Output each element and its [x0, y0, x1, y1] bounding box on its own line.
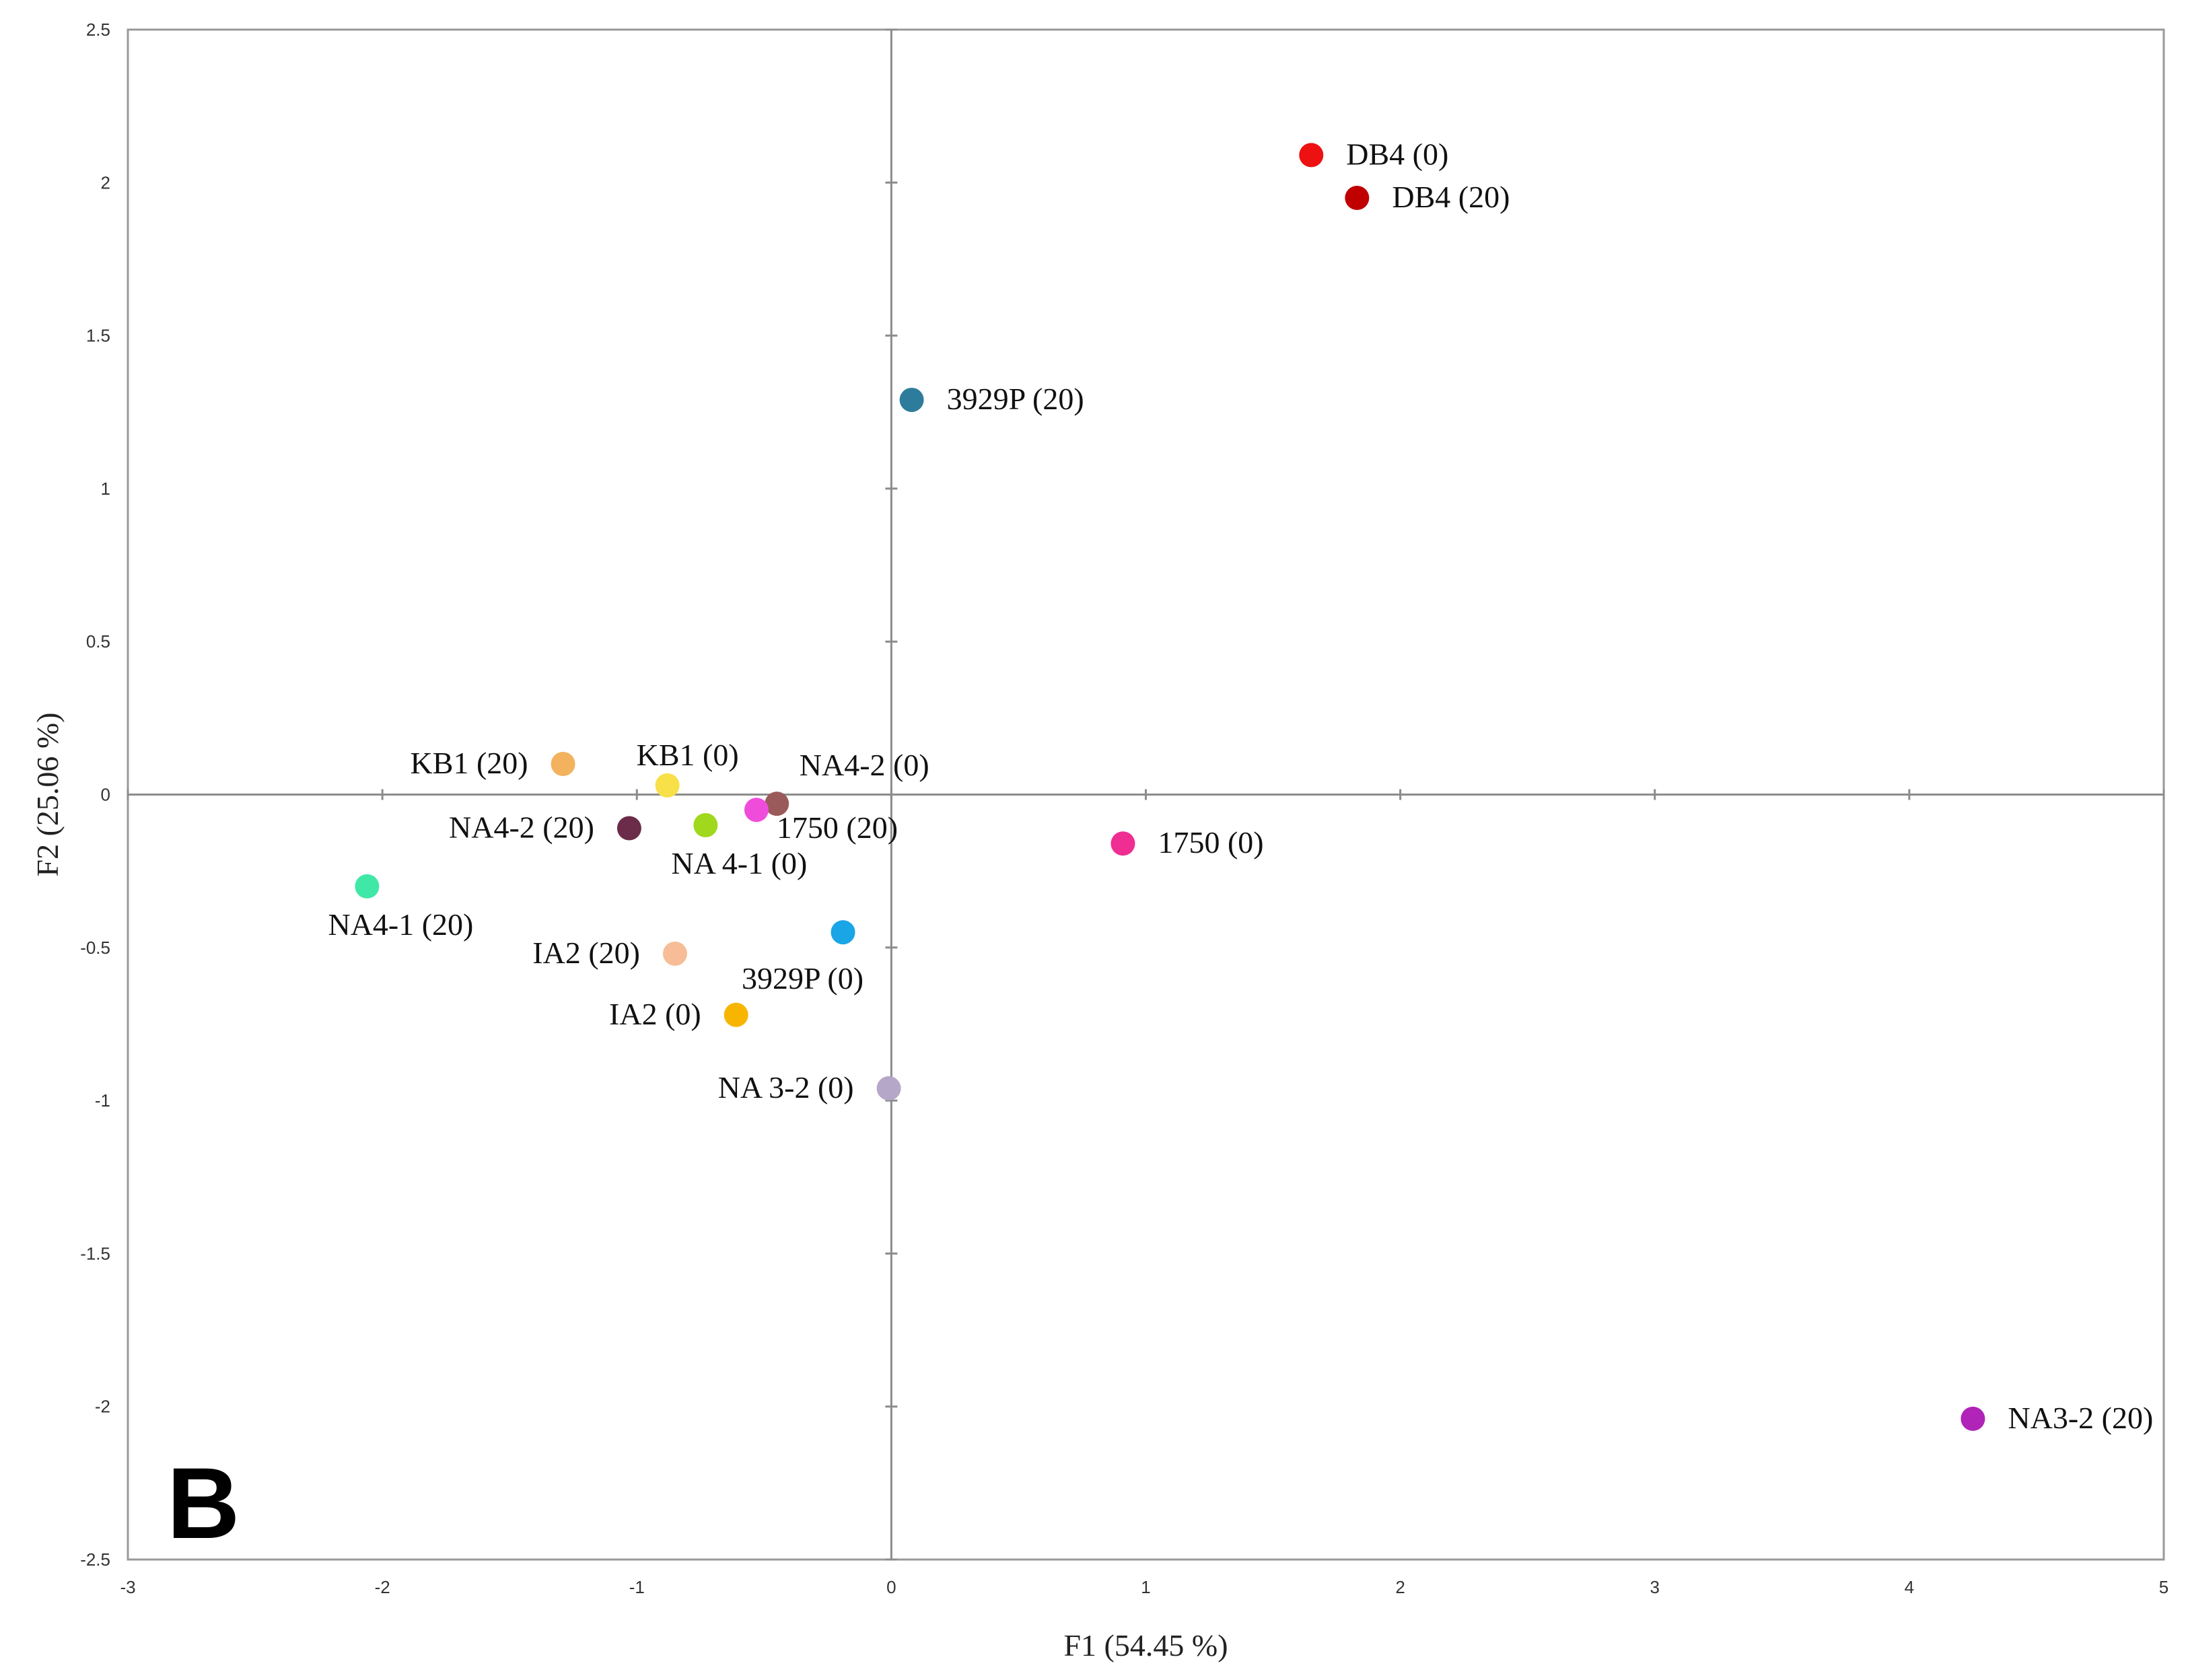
data-point-marker [655, 773, 680, 798]
x-tick-label: 3 [1650, 1577, 1660, 1597]
data-point-label: NA4-2 (20) [449, 810, 594, 845]
x-tick-label: 4 [1905, 1577, 1914, 1597]
y-tick-label: 2.5 [86, 20, 110, 40]
data-point-label: 3929P (0) [742, 961, 863, 995]
data-point-marker [1961, 1406, 1985, 1431]
data-point-marker [765, 792, 789, 816]
y-tick-label: -1 [95, 1090, 110, 1111]
y-tick-label: 1 [101, 479, 110, 499]
x-tick-label: -2 [375, 1577, 390, 1597]
data-point-label: NA3-2 (20) [2008, 1401, 2153, 1435]
data-points: DB4 (0) DB4 (20) 3929P (20) KB1 (20) KB1 (0)… [328, 137, 2153, 1434]
data-point-label: KB1 (0) [637, 738, 739, 772]
y-tick-label: 1.5 [86, 326, 110, 346]
data-point-label: 1750 (20) [777, 810, 898, 845]
data-point-label: NA4-1 (20) [328, 907, 473, 942]
data-point-label: IA2 (0) [609, 997, 701, 1031]
data-point-label: KB1 (20) [411, 746, 528, 780]
data-point-marker [1299, 143, 1324, 168]
x-tick-label: 0 [886, 1577, 896, 1597]
data-point-label: 3929P (20) [947, 382, 1084, 416]
data-point-label: NA4-2 (0) [800, 748, 929, 782]
data-point-marker [1110, 831, 1135, 856]
data-point-marker [899, 388, 924, 413]
data-point-label: NA 3-2 (0) [718, 1070, 854, 1105]
y-tick-label: 0 [101, 785, 110, 805]
data-point-label: DB4 (20) [1392, 180, 1510, 214]
x-tick-label: 1 [1141, 1577, 1150, 1597]
x-tick-label: -1 [629, 1577, 645, 1597]
data-point-marker [1345, 186, 1370, 211]
data-point-marker [831, 920, 855, 945]
y-tick-label: -0.5 [80, 938, 110, 958]
y-tick-label: 2 [101, 172, 110, 193]
y-tick-label: -2 [95, 1397, 110, 1417]
data-point-marker [876, 1076, 901, 1100]
data-point-marker [724, 1002, 748, 1027]
data-point-marker [355, 874, 380, 899]
data-point-marker [662, 941, 687, 966]
data-point-marker [693, 812, 718, 837]
y-tick-label: 0.5 [86, 631, 110, 652]
data-point-label: DB4 (0) [1346, 137, 1448, 171]
data-point-label: NA 4-1 (0) [671, 846, 807, 880]
data-point-label: 1750 (0) [1158, 825, 1263, 860]
data-point-marker [616, 816, 641, 841]
x-tick-label: -3 [120, 1577, 135, 1597]
x-tick-label: 5 [2159, 1577, 2168, 1597]
x-tick-label: 2 [1395, 1577, 1405, 1597]
y-tick-label: -1.5 [80, 1243, 110, 1263]
panel-label: B [167, 1446, 240, 1560]
x-axis-title: F1 (54.45 %) [1063, 1628, 1228, 1663]
data-point-marker [744, 798, 769, 823]
y-axis-ticks: 2.5 2 1.5 1 0.5 0 -0.5 -1 -1.5 -2 -2.5 [80, 20, 898, 1570]
y-axis-title: F2 (25.06 %) [30, 712, 65, 876]
x-axis-ticks: -3 -2 -1 0 1 2 3 4 5 [120, 789, 2168, 1597]
data-point-marker [551, 752, 575, 777]
data-point-label: IA2 (20) [532, 936, 640, 970]
y-tick-label: -2.5 [80, 1549, 110, 1570]
